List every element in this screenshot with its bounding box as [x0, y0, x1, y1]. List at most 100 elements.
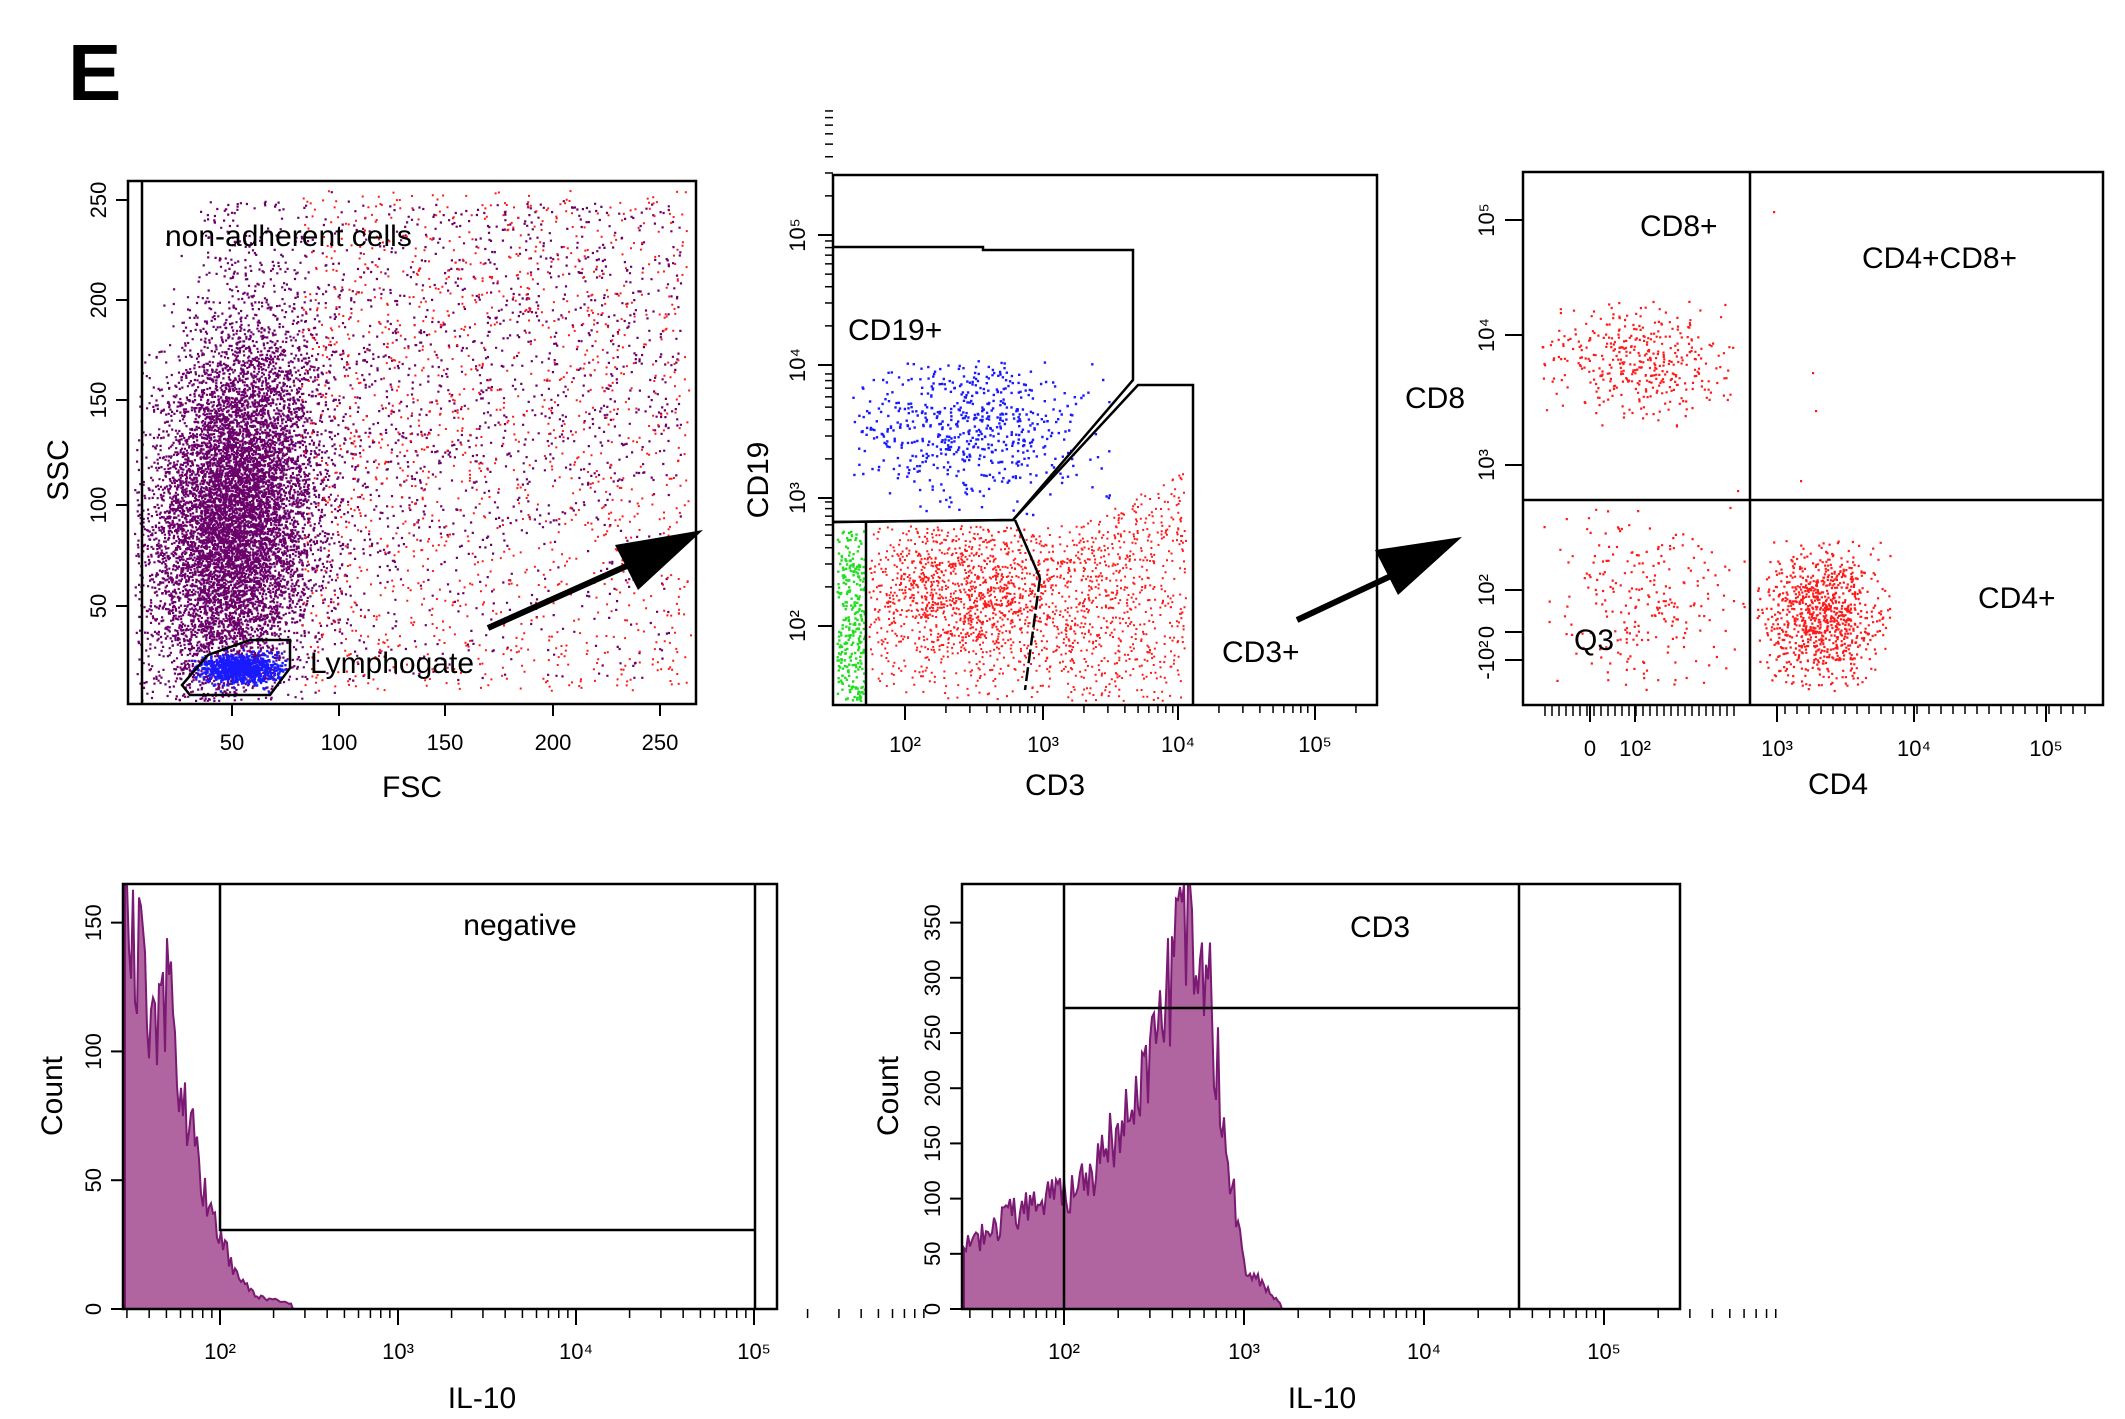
y-axis-label: Count — [872, 1055, 905, 1136]
x-tick-label: 10³ — [1761, 736, 1793, 761]
y-ticks: -10² 0 10² 10³ 10⁴ 10⁵ — [1474, 203, 1523, 680]
x-tick-label: 10² — [1619, 736, 1651, 761]
population-quadrants — [1541, 211, 1892, 693]
y-tick-label: 10³ — [785, 482, 810, 514]
gate-label-non-adherent: non-adherent cells — [165, 220, 412, 253]
arrow-1 — [486, 530, 703, 631]
y-tick-label: 10² — [785, 610, 810, 642]
x-tick-label: 10² — [889, 732, 921, 757]
quadrant-label-q3: Q3 — [1574, 624, 1614, 657]
y-tick-label: -10² — [1474, 640, 1499, 679]
x-tick-label: 10² — [1048, 1339, 1080, 1364]
x-tick-label: 10⁴ — [1161, 732, 1195, 757]
gate-cd3[interactable] — [1064, 884, 1521, 1010]
y-tick-label: 150 — [81, 904, 106, 941]
y-tick-label: 50 — [920, 1242, 945, 1266]
x-tick-label: 10² — [204, 1339, 236, 1364]
x-ticks: 10² 10³ 10⁴ 10⁵ — [889, 705, 1357, 757]
plot-il10-cd3: CD3 IL-10 Count 10² 10³ 10⁴ 10⁵ 0 50 100 150 20… — [872, 882, 1777, 1415]
scatter-points — [134, 190, 692, 703]
y-tick-label: 10⁵ — [1474, 203, 1499, 237]
x-tick-label: 10³ — [1027, 732, 1059, 757]
y-tick-label: 250 — [920, 1015, 945, 1052]
population-lymphogate — [190, 648, 288, 694]
population-cd19 — [852, 360, 1111, 517]
y-tick-label: 150 — [920, 1125, 945, 1162]
population-red-events — [300, 190, 692, 692]
plot-cd3-cd19: CD19+ CD3+ CD3 CD19 10² 10³ 10⁴ 10⁵ 10²10³1… — [742, 110, 1379, 802]
plot-fsc-ssc: non-adherent cells Lymphogate FSC SSC 50… — [42, 179, 698, 804]
panel-letter: E — [68, 28, 121, 117]
y-tick-label: 10⁵ — [785, 218, 810, 252]
y-tick-label: 0 — [920, 1303, 945, 1315]
gate-label-cd19: CD19+ — [848, 314, 942, 347]
gate-label-lymphogate: Lymphogate — [310, 647, 474, 680]
x-axis-label: CD4 — [1808, 768, 1868, 801]
y-tick-label: 10⁴ — [1474, 318, 1499, 352]
y-tick-label: 10⁴ — [785, 348, 810, 382]
x-tick-label: 250 — [642, 730, 679, 755]
arrow-2 — [1295, 537, 1462, 623]
plot-frame — [831, 173, 1379, 707]
plot-frame — [960, 882, 1682, 1311]
y-ticks: 0 50 100 150 — [81, 904, 123, 1315]
plot-frame — [121, 882, 779, 1311]
y-tick-label: 100 — [920, 1180, 945, 1217]
x-tick-label: 10⁵ — [1587, 1339, 1621, 1364]
y-tick-label: 350 — [920, 904, 945, 941]
y-tick-label: 300 — [920, 959, 945, 996]
x-tick-label: 100 — [321, 730, 358, 755]
y-tick-label: 200 — [86, 282, 111, 319]
gate-cd19[interactable] — [832, 245, 1135, 524]
gate-lymphogate[interactable] — [180, 638, 292, 697]
y-tick-label: 0 — [1474, 626, 1499, 638]
plot-cd4-cd8: CD8+ CD4+CD8+ Q3 CD4+ CD4 CD8 0 10² 10³ 10⁴… — [1405, 170, 2105, 801]
gate-label-cd3: CD3+ — [1222, 636, 1300, 669]
y-axis-label: CD8 — [1405, 382, 1465, 415]
y-tick-label: 100 — [86, 487, 111, 524]
y-axis-label: CD19 — [742, 442, 775, 519]
y-tick-label: 10³ — [1474, 449, 1499, 481]
gate-label-negative: negative — [463, 909, 576, 942]
y-tick-label: 250 — [86, 182, 111, 219]
x-axis-label: IL-10 — [448, 1382, 516, 1415]
x-tick-label: 10⁵ — [1298, 732, 1332, 757]
x-axis-label: CD3 — [1025, 769, 1085, 802]
quadrant-label-cd4: CD4+ — [1978, 582, 2056, 615]
x-ticks: 50 100 150 200 250 — [220, 704, 679, 755]
x-tick-label: 0 — [1584, 736, 1596, 761]
x-ticks: 0 10² 10³ 10⁴ 10⁵ — [1544, 705, 2086, 761]
x-tick-label: 150 — [427, 730, 464, 755]
y-axis-label: Count — [36, 1055, 69, 1136]
x-tick-label: 10⁴ — [559, 1339, 593, 1364]
plot-frame — [126, 179, 698, 706]
x-axis-label: FSC — [382, 771, 442, 804]
x-tick-label: 200 — [535, 730, 572, 755]
plot-il10-negative: negative IL-10 Count 10² 10³ 10⁴ 10⁵ 0 50 100… — [36, 882, 925, 1415]
x-tick-label: 10³ — [382, 1339, 414, 1364]
x-axis-label: IL-10 — [1288, 1382, 1356, 1415]
x-ticks: 10² 10³ 10⁴ 10⁵ — [126, 1309, 925, 1364]
y-tick-label: 0 — [81, 1303, 106, 1315]
gate-cd3[interactable] — [832, 383, 1195, 705]
plot-frame — [1521, 170, 2105, 707]
x-tick-label: 10⁴ — [1897, 736, 1931, 761]
gate-negative[interactable] — [218, 884, 755, 1232]
scatter-points — [1541, 211, 1892, 693]
histogram-area — [963, 883, 1678, 1310]
x-ticks: 10² 10³ 10⁴ 10⁵ — [969, 1309, 1777, 1364]
quadrant-label-cd4cd8: CD4+CD8+ — [1862, 242, 2017, 275]
quadrant-label-cd8: CD8+ — [1640, 210, 1718, 243]
x-tick-label: 10⁵ — [2029, 736, 2063, 761]
y-tick-label: 200 — [920, 1070, 945, 1107]
x-tick-label: 10⁵ — [737, 1339, 771, 1364]
y-tick-label: 50 — [86, 594, 111, 618]
y-ticks: 0 50 100 150 200 250 300 350 — [920, 904, 962, 1315]
y-tick-label: 10² — [1474, 574, 1499, 606]
x-tick-label: 50 — [220, 730, 244, 755]
x-tick-label: 10³ — [1228, 1339, 1260, 1364]
histogram-area — [124, 883, 775, 1310]
y-tick-label: 50 — [81, 1168, 106, 1192]
population-non-adherent — [134, 191, 683, 703]
